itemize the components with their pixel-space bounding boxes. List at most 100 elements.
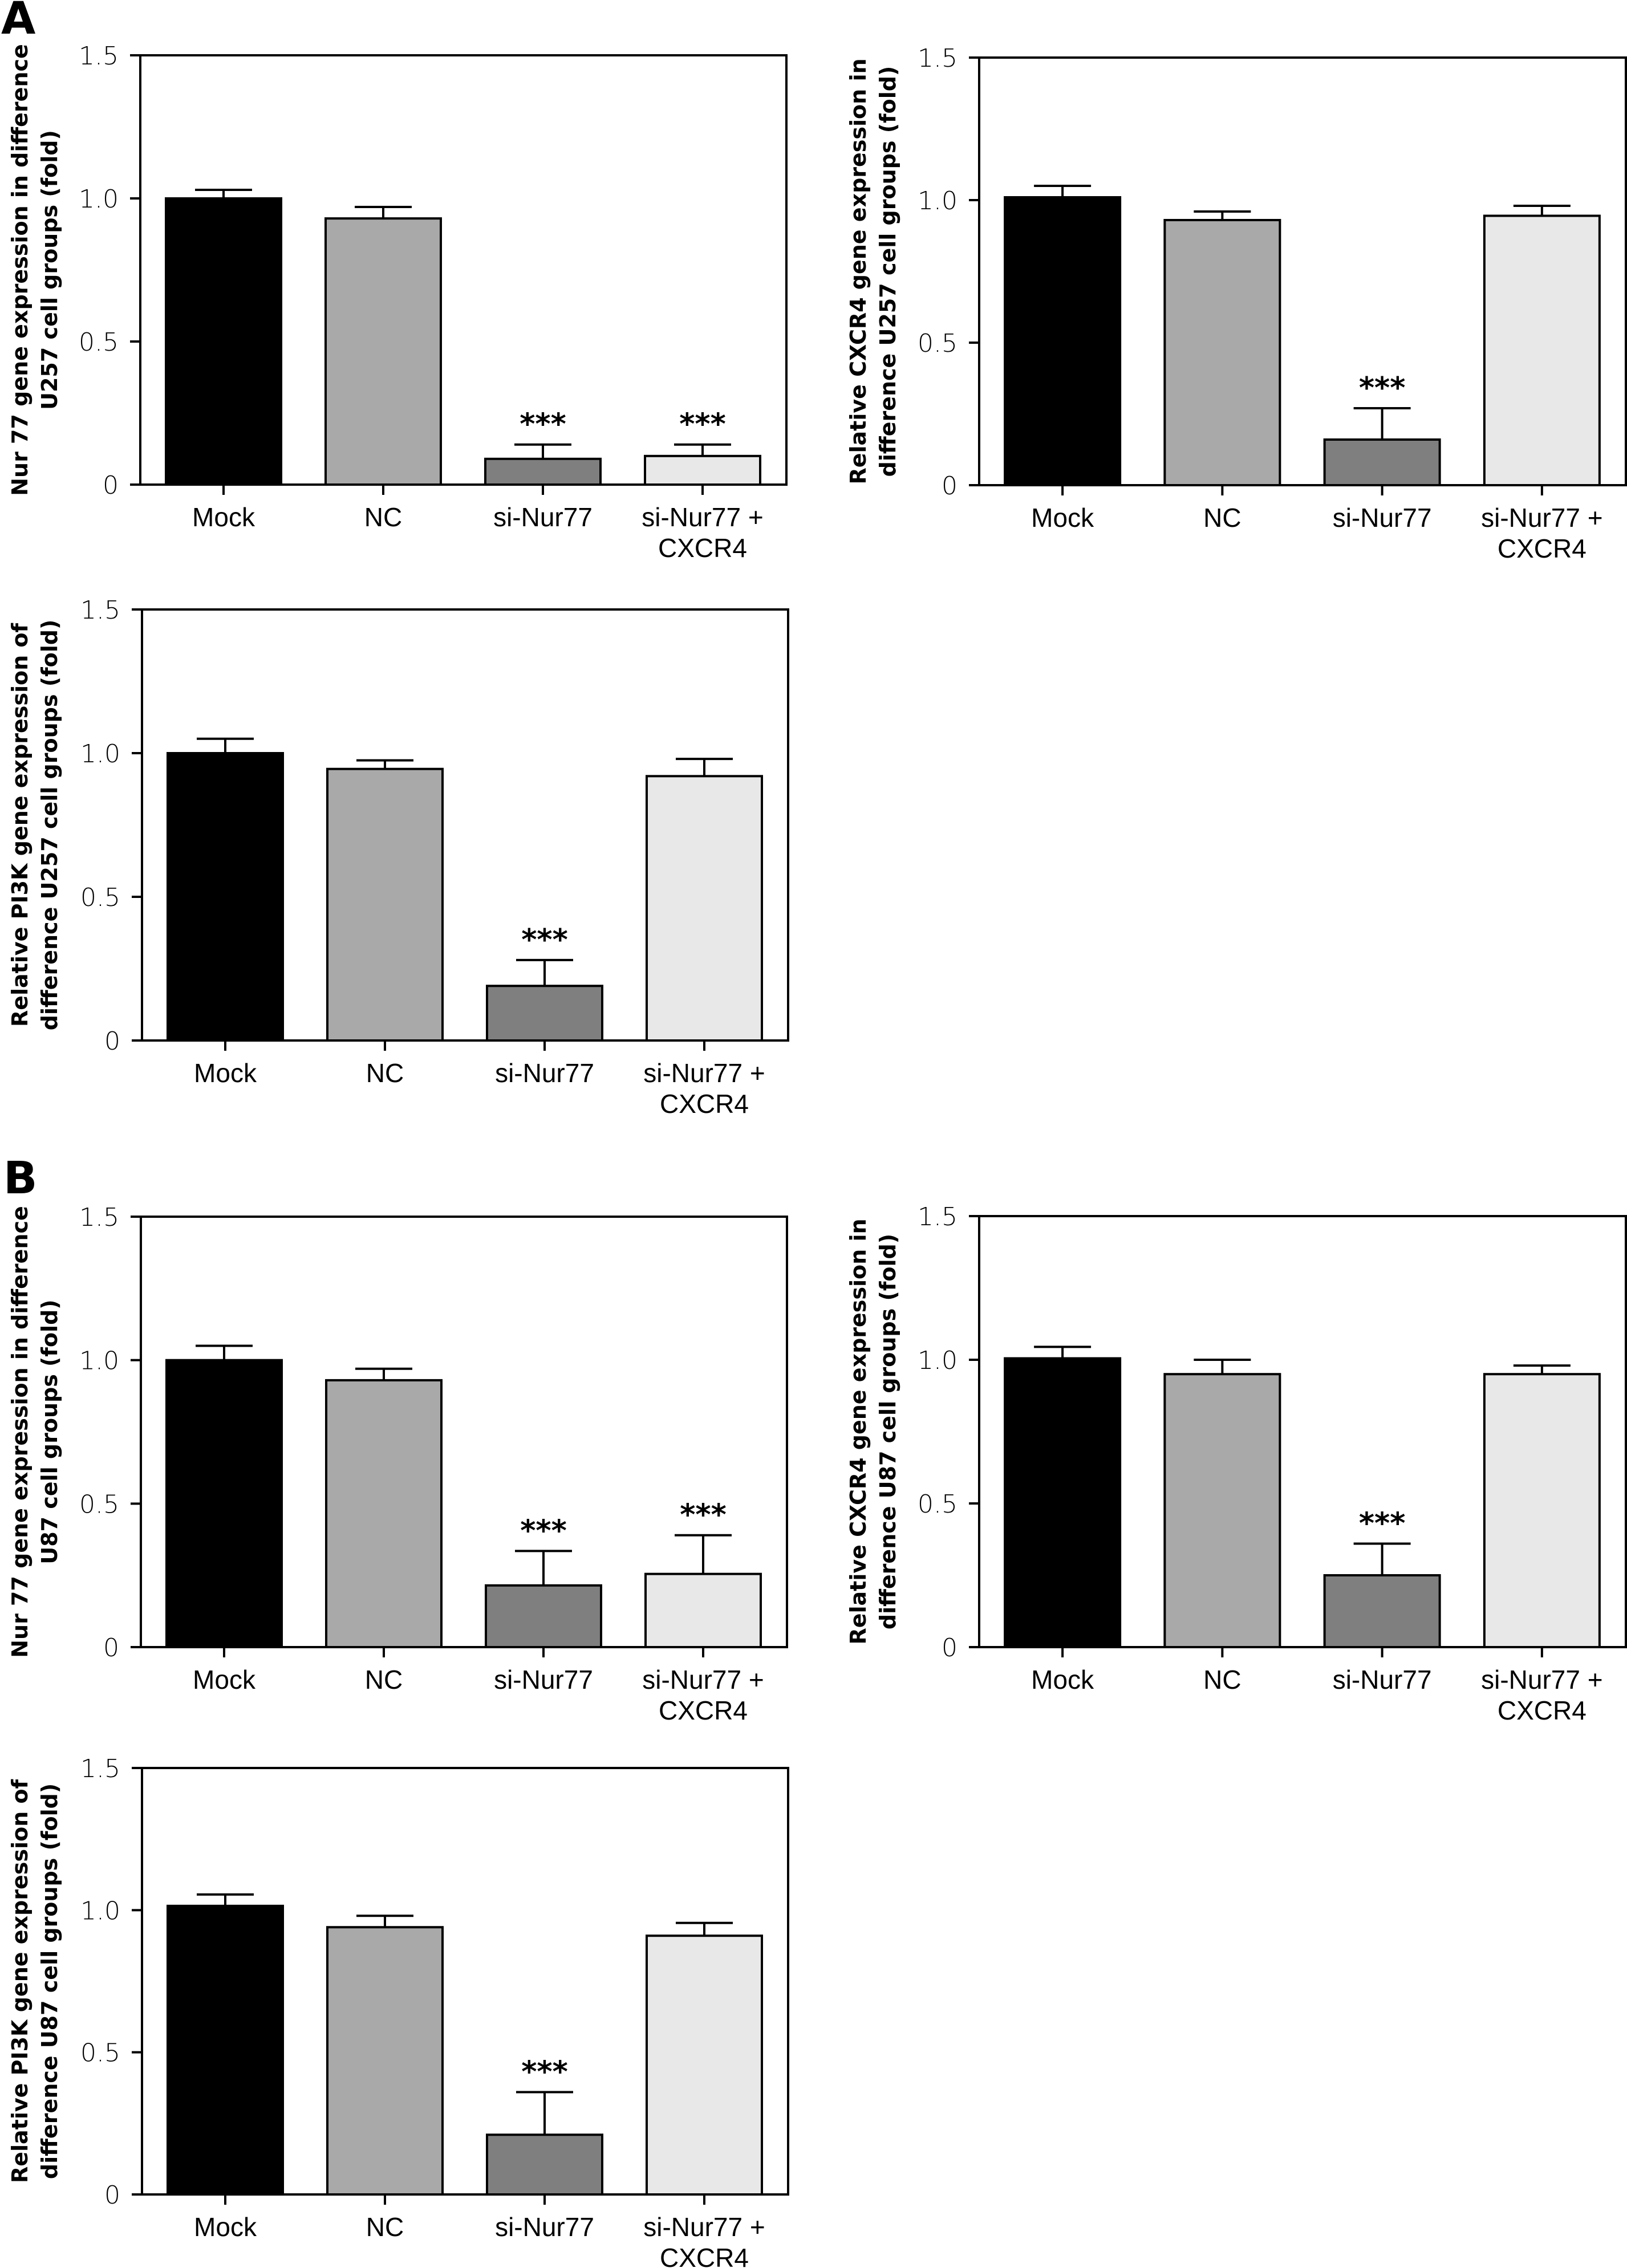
bar-nc [1163,1373,1281,1648]
bar-si-nur77 [486,985,603,1042]
plot-frame [141,1767,789,2196]
y-tick-label: 0.5 [79,1490,119,1519]
significance-marker: *** [680,1498,727,1533]
y-tick-label: 0.5 [918,1490,957,1519]
bar-si-nur77 [1323,438,1441,486]
y-tick-label: 0 [104,1027,120,1056]
y-tick-label: 1.5 [918,44,957,73]
y-tick-label: 0 [104,2181,120,2210]
category-label: CXCR4 [660,2243,749,2268]
chart-5: 0 0.5 1.0 1.5 Relative CXCR4 gene expression… [846,1202,1627,1725]
category-label: Mock [192,502,255,532]
category-label: si-Nur77 + [643,1058,765,1088]
category-label: si-Nur77 [1333,1665,1432,1694]
significance-marker: *** [521,923,568,957]
y-axis-label: Relative PI3K gene expression of [7,623,33,1027]
y-axis-label: Relative PI3K gene expression of [7,1779,33,2183]
category-label: Mock [194,2212,257,2242]
y-tick-label: 0.5 [80,883,120,912]
y-axis-label: Nur 77 gene expression in difference [7,44,33,496]
y-axis-label: U87 cell groups (fold) [37,1299,62,1564]
category-label: CXCR4 [658,533,747,563]
y-tick-label: 1.0 [79,1347,119,1376]
y-tick-label: 1.0 [918,186,957,216]
plot-frame [978,1215,1627,1648]
significance-marker: *** [520,408,566,442]
y-tick-label: 0 [942,472,957,501]
category-label: Mock [194,1058,257,1088]
bar-si-nur77 [485,1584,602,1649]
category-label: CXCR4 [660,1089,749,1119]
category-label: si-Nur77 [494,1665,593,1694]
y-axis-label: Relative CXCR4 gene expression in [846,58,871,484]
bar-nc [326,767,444,1042]
category-label: Mock [1031,1665,1094,1694]
category-label: NC [1203,1665,1241,1694]
y-tick-label: 1.5 [79,42,119,71]
bar-si-nur77 [1323,1574,1441,1648]
y-tick-label: 1.0 [80,739,120,769]
y-axis-label: Nur 77 gene expression in difference [7,1206,33,1658]
bar-si-nur77-cxcr4 [644,1572,762,1648]
bar-si-nur77-cxcr4 [1483,214,1601,486]
y-tick-label: 0.5 [79,328,119,357]
category-label: CXCR4 [1498,1696,1587,1725]
category-label: NC [366,2212,404,2242]
bar-mock [165,1359,283,1649]
category-label: NC [364,502,402,532]
bar-nc [324,217,442,486]
y-axis-label: U257 cell groups (fold) [37,130,62,410]
y-tick-label: 1.5 [80,596,120,625]
bar-mock [165,197,282,486]
y-axis-label: difference U87 cell groups (fold) [875,1234,900,1629]
category-label: si-Nur77 + [642,1665,764,1694]
plot-frame [140,1216,788,1648]
category-label: CXCR4 [659,1696,748,1725]
category-label: si-Nur77 [1333,503,1432,533]
plot-frame [139,54,788,486]
bar-mock [167,1904,284,2196]
y-axis-label: difference U87 cell groups (fold) [37,1783,62,2179]
y-tick-label: 0 [103,1633,119,1663]
significance-marker: *** [679,408,726,442]
chart-3: 0 0.5 1.0 1.5 Relative PI3K gene expression … [7,596,789,1119]
y-tick-label: 0 [103,471,119,500]
bar-si-nur77-cxcr4 [644,454,761,486]
y-axis-label: difference U257 cell groups (fold) [875,66,900,477]
bar-si-nur77 [486,2133,603,2196]
category-label: si-Nur77 + [1481,503,1602,533]
category-label: si-Nur77 + [642,502,763,532]
y-tick-label: 1.0 [80,1896,120,1925]
bar-si-nur77-cxcr4 [646,775,763,1042]
y-tick-label: 1.5 [80,1754,120,1783]
bar-si-nur77-cxcr4 [1483,1373,1601,1648]
category-label: si-Nur77 + [1481,1665,1602,1694]
significance-marker: *** [1359,1507,1406,1541]
panel-letter-b: B [3,1153,38,1204]
chart-1: 0 0.5 1.0 1.5 Nur 77 gene expression in diff… [7,42,788,563]
bar-nc [325,1379,443,1648]
bar-mock [167,752,284,1042]
y-axis-label: Relative CXCR4 gene expression in [846,1218,871,1644]
category-label: Mock [1031,503,1094,533]
bar-si-nur77-cxcr4 [646,1934,763,2196]
y-tick-label: 0.5 [80,2039,120,2068]
category-label: NC [1203,503,1241,533]
chart-2: 0 0.5 1.0 1.5 Relative CXCR4 gene expression… [846,44,1627,563]
category-label: NC [366,1058,404,1088]
y-tick-label: 0 [942,1633,957,1663]
significance-marker: *** [521,2055,568,2089]
significance-marker: *** [520,1514,567,1548]
category-label: si-Nur77 [493,502,593,532]
y-tick-label: 0.5 [918,329,957,358]
y-tick-label: 1.0 [79,185,119,214]
y-tick-label: 1.5 [79,1203,119,1232]
significance-marker: *** [1359,371,1406,405]
category-label: Mock [193,1665,256,1694]
category-label: NC [365,1665,403,1694]
y-tick-label: 1.0 [918,1346,957,1375]
category-label: si-Nur77 [495,1058,594,1088]
category-label: si-Nur77 + [643,2212,765,2242]
bar-mock [1004,196,1122,486]
